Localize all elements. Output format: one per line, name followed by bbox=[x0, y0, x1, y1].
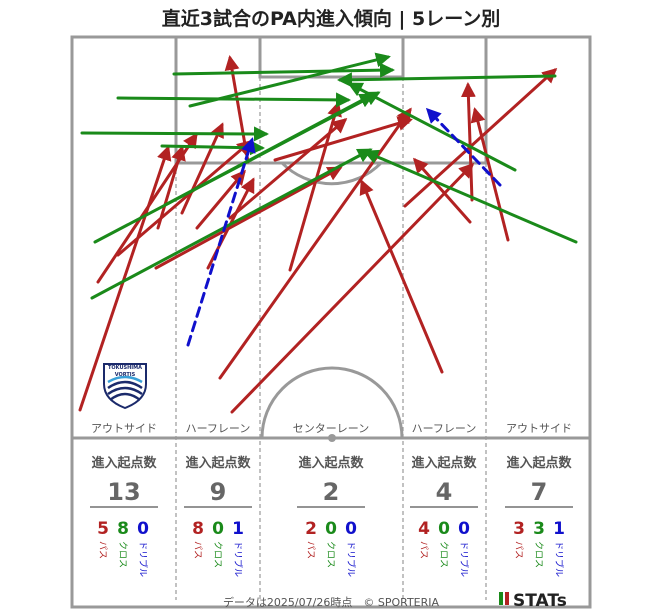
lane-dividers bbox=[175, 77, 487, 600]
lane-stat-pass: 5 bbox=[97, 519, 109, 539]
lane-stat-cross: 3 bbox=[533, 519, 545, 539]
pass-arrow bbox=[470, 107, 510, 242]
lane-labels: アウトサイド ハーフレーン センターレーン ハーフレーン アウトサイド bbox=[91, 422, 572, 435]
lane-label-1: アウトサイド bbox=[91, 422, 157, 435]
cross-arrow bbox=[363, 149, 578, 244]
pass-arrow bbox=[116, 140, 253, 257]
lane-stat-header: 進入起点数 bbox=[185, 455, 251, 471]
lane-stat-cross-label: クロス bbox=[533, 541, 544, 568]
lane-stat-header: 進入起点数 bbox=[411, 455, 477, 471]
lane-stat-cross: 0 bbox=[438, 519, 450, 539]
cross-arrow bbox=[160, 140, 265, 156]
lane-stat-dribble-label: ドリブル bbox=[458, 541, 470, 577]
lane-stat-5: 進入起点数 7 3 3 1 パス クロス ドリブル bbox=[505, 455, 573, 577]
pass-arrow bbox=[359, 179, 444, 374]
lane-stat-total: 2 bbox=[323, 478, 340, 506]
goal-area bbox=[258, 35, 405, 79]
svg-text:VORTIS: VORTIS bbox=[115, 372, 136, 378]
lane-stat-cross: 0 bbox=[325, 519, 337, 539]
lane-stat-cross-label: クロス bbox=[117, 541, 128, 568]
lane-stat-1: 進入起点数 13 5 8 0 パス クロス ドリブル bbox=[90, 455, 158, 577]
lane-stat-pass: 3 bbox=[513, 519, 525, 539]
lane-stat-dribble: 0 bbox=[137, 519, 149, 539]
lane-stat-pass: 4 bbox=[418, 519, 430, 539]
center-circle bbox=[260, 366, 404, 439]
lane-stat-dribble: 1 bbox=[232, 519, 244, 539]
dribble-arrow bbox=[425, 107, 502, 187]
lane-stat-pass-label: パス bbox=[97, 541, 108, 559]
lane-stat-cross-label: クロス bbox=[438, 541, 449, 568]
lane-stat-dribble: 0 bbox=[345, 519, 357, 539]
cross-arrow bbox=[116, 92, 351, 108]
pass-arrow bbox=[403, 67, 558, 208]
pass-arrow bbox=[228, 118, 348, 220]
lane-label-2: ハーフレーン bbox=[186, 422, 251, 435]
lane-stat-cross-label: クロス bbox=[325, 541, 336, 568]
pass-arrow bbox=[413, 157, 472, 224]
lane-label-4: ハーフレーン bbox=[412, 422, 477, 435]
lane-stat-total: 9 bbox=[210, 478, 227, 506]
pass-arrow bbox=[230, 162, 475, 414]
lane-stat-cross: 8 bbox=[117, 519, 129, 539]
dribble-arrow bbox=[186, 137, 256, 347]
dribble-arrows bbox=[186, 107, 502, 347]
cross-arrow bbox=[347, 82, 517, 172]
lane-stat-dribble: 1 bbox=[553, 519, 565, 539]
cross-arrow bbox=[337, 72, 557, 88]
lane-stat-dribble-label: ドリブル bbox=[553, 541, 565, 577]
lane-stat-header: 進入起点数 bbox=[91, 455, 157, 471]
lane-stat-total: 7 bbox=[531, 478, 548, 506]
lane-stat-3: 進入起点数 2 2 0 0 パス クロス ドリブル bbox=[297, 455, 365, 577]
lane-stat-cross-label: クロス bbox=[212, 541, 223, 568]
lane-stat-pass-label: パス bbox=[192, 541, 203, 559]
pass-arrow bbox=[154, 166, 343, 270]
cross-arrow bbox=[172, 62, 395, 78]
svg-text:TOKUSHIMA: TOKUSHIMA bbox=[108, 365, 142, 371]
lane-stat-pass: 2 bbox=[305, 519, 317, 539]
lane-stat-cross: 0 bbox=[212, 519, 224, 539]
lane-stat-pass-label: パス bbox=[305, 541, 316, 559]
lane-stat-pass-label: パス bbox=[418, 541, 429, 559]
pitch-lines bbox=[70, 35, 592, 609]
pass-arrow bbox=[180, 122, 224, 215]
pass-arrow bbox=[96, 132, 198, 284]
lane-stat-dribble-label: ドリブル bbox=[232, 541, 244, 577]
footer-note: データは2025/07/26時点 © SPORTERIA bbox=[223, 595, 440, 609]
lane-stat-total: 13 bbox=[107, 478, 140, 506]
lane-label-3: センターレーン bbox=[293, 422, 369, 435]
lane-stat-2: 進入起点数 9 8 0 1 パス クロス ドリブル bbox=[184, 455, 252, 577]
lane-stats: 進入起点数 13 5 8 0 パス クロス ドリブル 進入起点数 9 8 0 1… bbox=[90, 455, 573, 577]
entry-arrows bbox=[78, 52, 578, 414]
pass-arrow bbox=[460, 82, 476, 202]
stats-brand: STATs bbox=[499, 591, 567, 611]
lane-stat-pass: 8 bbox=[192, 519, 204, 539]
lane-label-5: アウトサイド bbox=[506, 422, 572, 435]
stats-brand-text: STATs bbox=[513, 591, 567, 611]
pass-arrow bbox=[195, 169, 246, 230]
lane-stat-total: 4 bbox=[436, 478, 453, 506]
club-logo: TOKUSHIMA VORTIS bbox=[103, 363, 147, 410]
page-title: 直近3試合のPA内進入傾向 | 5レーン別 bbox=[162, 7, 501, 30]
penalty-arc bbox=[280, 161, 383, 186]
lane-stat-dribble-label: ドリブル bbox=[345, 541, 357, 577]
lane-stat-header: 進入起点数 bbox=[506, 455, 572, 471]
cross-arrow bbox=[90, 148, 373, 300]
lane-stat-dribble-label: ドリブル bbox=[137, 541, 149, 577]
pass-arrow bbox=[273, 116, 413, 162]
lane-stat-4: 進入起点数 4 4 0 0 パス クロス ドリブル bbox=[410, 455, 478, 577]
lane-stat-header: 進入起点数 bbox=[298, 455, 364, 471]
cross-arrow bbox=[80, 126, 269, 142]
pass-arrow bbox=[156, 145, 186, 230]
pass-arrow bbox=[78, 145, 172, 412]
lane-stat-dribble: 0 bbox=[458, 519, 470, 539]
cross-arrow bbox=[163, 93, 375, 207]
center-spot bbox=[328, 434, 336, 442]
stats-logo-icon bbox=[499, 592, 503, 605]
pass-arrow bbox=[288, 101, 342, 272]
pass-arrows bbox=[78, 55, 558, 414]
cross-arrows bbox=[80, 52, 578, 300]
lane-stat-pass-label: パス bbox=[513, 541, 524, 559]
